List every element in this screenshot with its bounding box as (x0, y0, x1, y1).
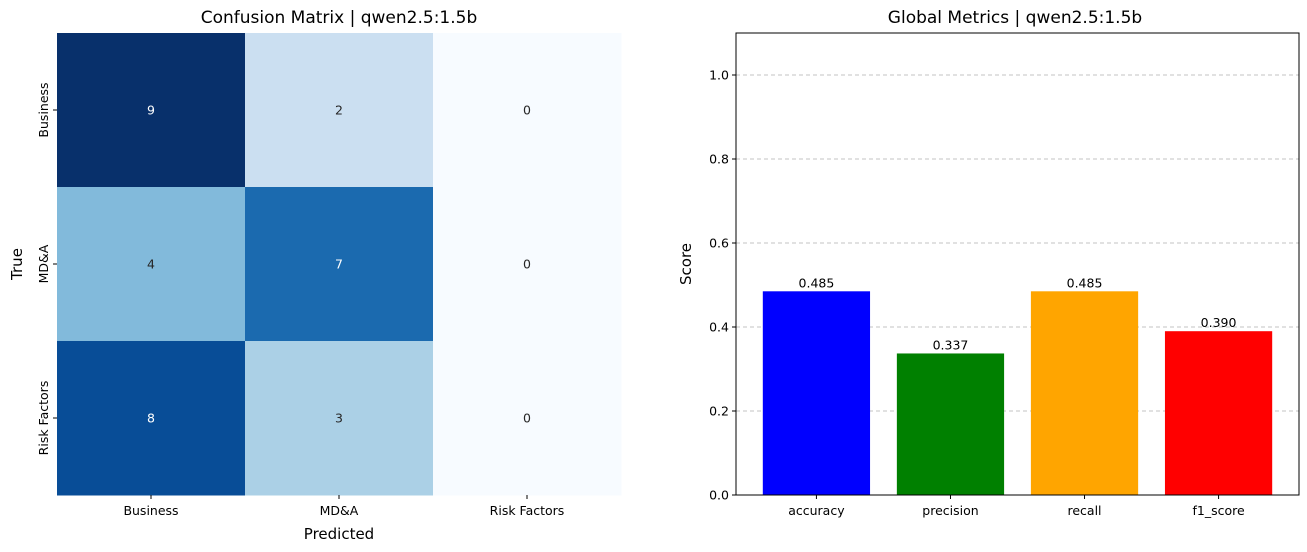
bar-x-tick-label: f1_score (1192, 503, 1245, 518)
bar-x-tick-label: recall (1068, 503, 1102, 518)
cm-x-tick-label: Risk Factors (490, 503, 565, 518)
cm-cell (245, 341, 434, 496)
cm-cell-value: 0 (523, 411, 531, 426)
cm-cell-value: 4 (147, 257, 155, 272)
cm-x-axis-label: Predicted (304, 525, 374, 543)
bar-value-label: 0.485 (799, 275, 835, 290)
bar-x-ticks: accuracy precision recall f1_score (788, 495, 1245, 518)
cm-cell (245, 187, 434, 342)
bar-y-tick-label: 0.2 (709, 404, 729, 419)
bar-f1_score (1164, 331, 1273, 495)
cm-cell (433, 341, 622, 496)
bar-recall (1030, 291, 1139, 495)
cm-cell-value: 3 (335, 411, 343, 426)
bar-x-tick-label: accuracy (788, 503, 845, 518)
cm-title: Confusion Matrix | qwen2.5:1.5b (201, 8, 478, 28)
bar-bars: 0.485 0.337 0.485 0.390 (762, 275, 1273, 495)
cm-cell (57, 341, 246, 496)
cm-y-axis-label: True (8, 248, 26, 281)
bar-y-tick-label: 0.6 (709, 236, 729, 251)
cm-cell-value: 9 (147, 103, 155, 118)
cm-y-tick-label: MD&A (36, 244, 51, 283)
cm-cell-value: 0 (523, 103, 531, 118)
bar-value-label: 0.337 (933, 337, 969, 352)
bar-y-tick-label: 1.0 (709, 68, 729, 83)
cm-cell (57, 33, 246, 188)
bar-y-axis-label: Score (677, 243, 695, 285)
cm-cell-value: 2 (335, 103, 343, 118)
bar-accuracy (762, 291, 871, 495)
bar-y-ticks: 0.0 0.2 0.4 0.6 0.8 1.0 (709, 68, 736, 503)
bar-title: Global Metrics | qwen2.5:1.5b (888, 8, 1142, 28)
cm-x-tick-label: Business (123, 503, 178, 518)
cm-cells: 9 2 0 4 7 0 8 3 0 (57, 33, 622, 496)
cm-cell (245, 33, 434, 188)
cm-cell (433, 187, 622, 342)
cm-y-tick-label: Business (36, 82, 51, 137)
bar-y-tick-label: 0.4 (709, 320, 729, 335)
bar-x-tick-label: precision (922, 503, 978, 518)
cm-x-ticks: Business MD&A Risk Factors (123, 495, 564, 518)
bar-value-label: 0.485 (1067, 275, 1103, 290)
bar-precision (896, 353, 1005, 495)
bar-value-label: 0.390 (1201, 315, 1237, 330)
metrics-bar-chart: Global Metrics | qwen2.5:1.5b 0.485 0.337… (677, 8, 1300, 518)
cm-cell-value: 0 (523, 257, 531, 272)
cm-y-tick-label: Risk Factors (36, 381, 51, 456)
confusion-matrix-chart: Confusion Matrix | qwen2.5:1.5b 9 2 0 4 7 0 8 3… (8, 8, 622, 543)
bar-y-tick-label: 0.8 (709, 152, 729, 167)
cm-cell-value: 7 (335, 257, 343, 272)
cm-x-tick-label: MD&A (320, 503, 359, 518)
cm-cell (433, 33, 622, 188)
bar-axes-frame (735, 32, 1300, 496)
cm-cell (57, 187, 246, 342)
cm-cell-value: 8 (147, 411, 155, 426)
cm-y-ticks: Business MD&A Risk Factors (36, 82, 57, 455)
bar-y-tick-label: 0.0 (709, 488, 729, 503)
